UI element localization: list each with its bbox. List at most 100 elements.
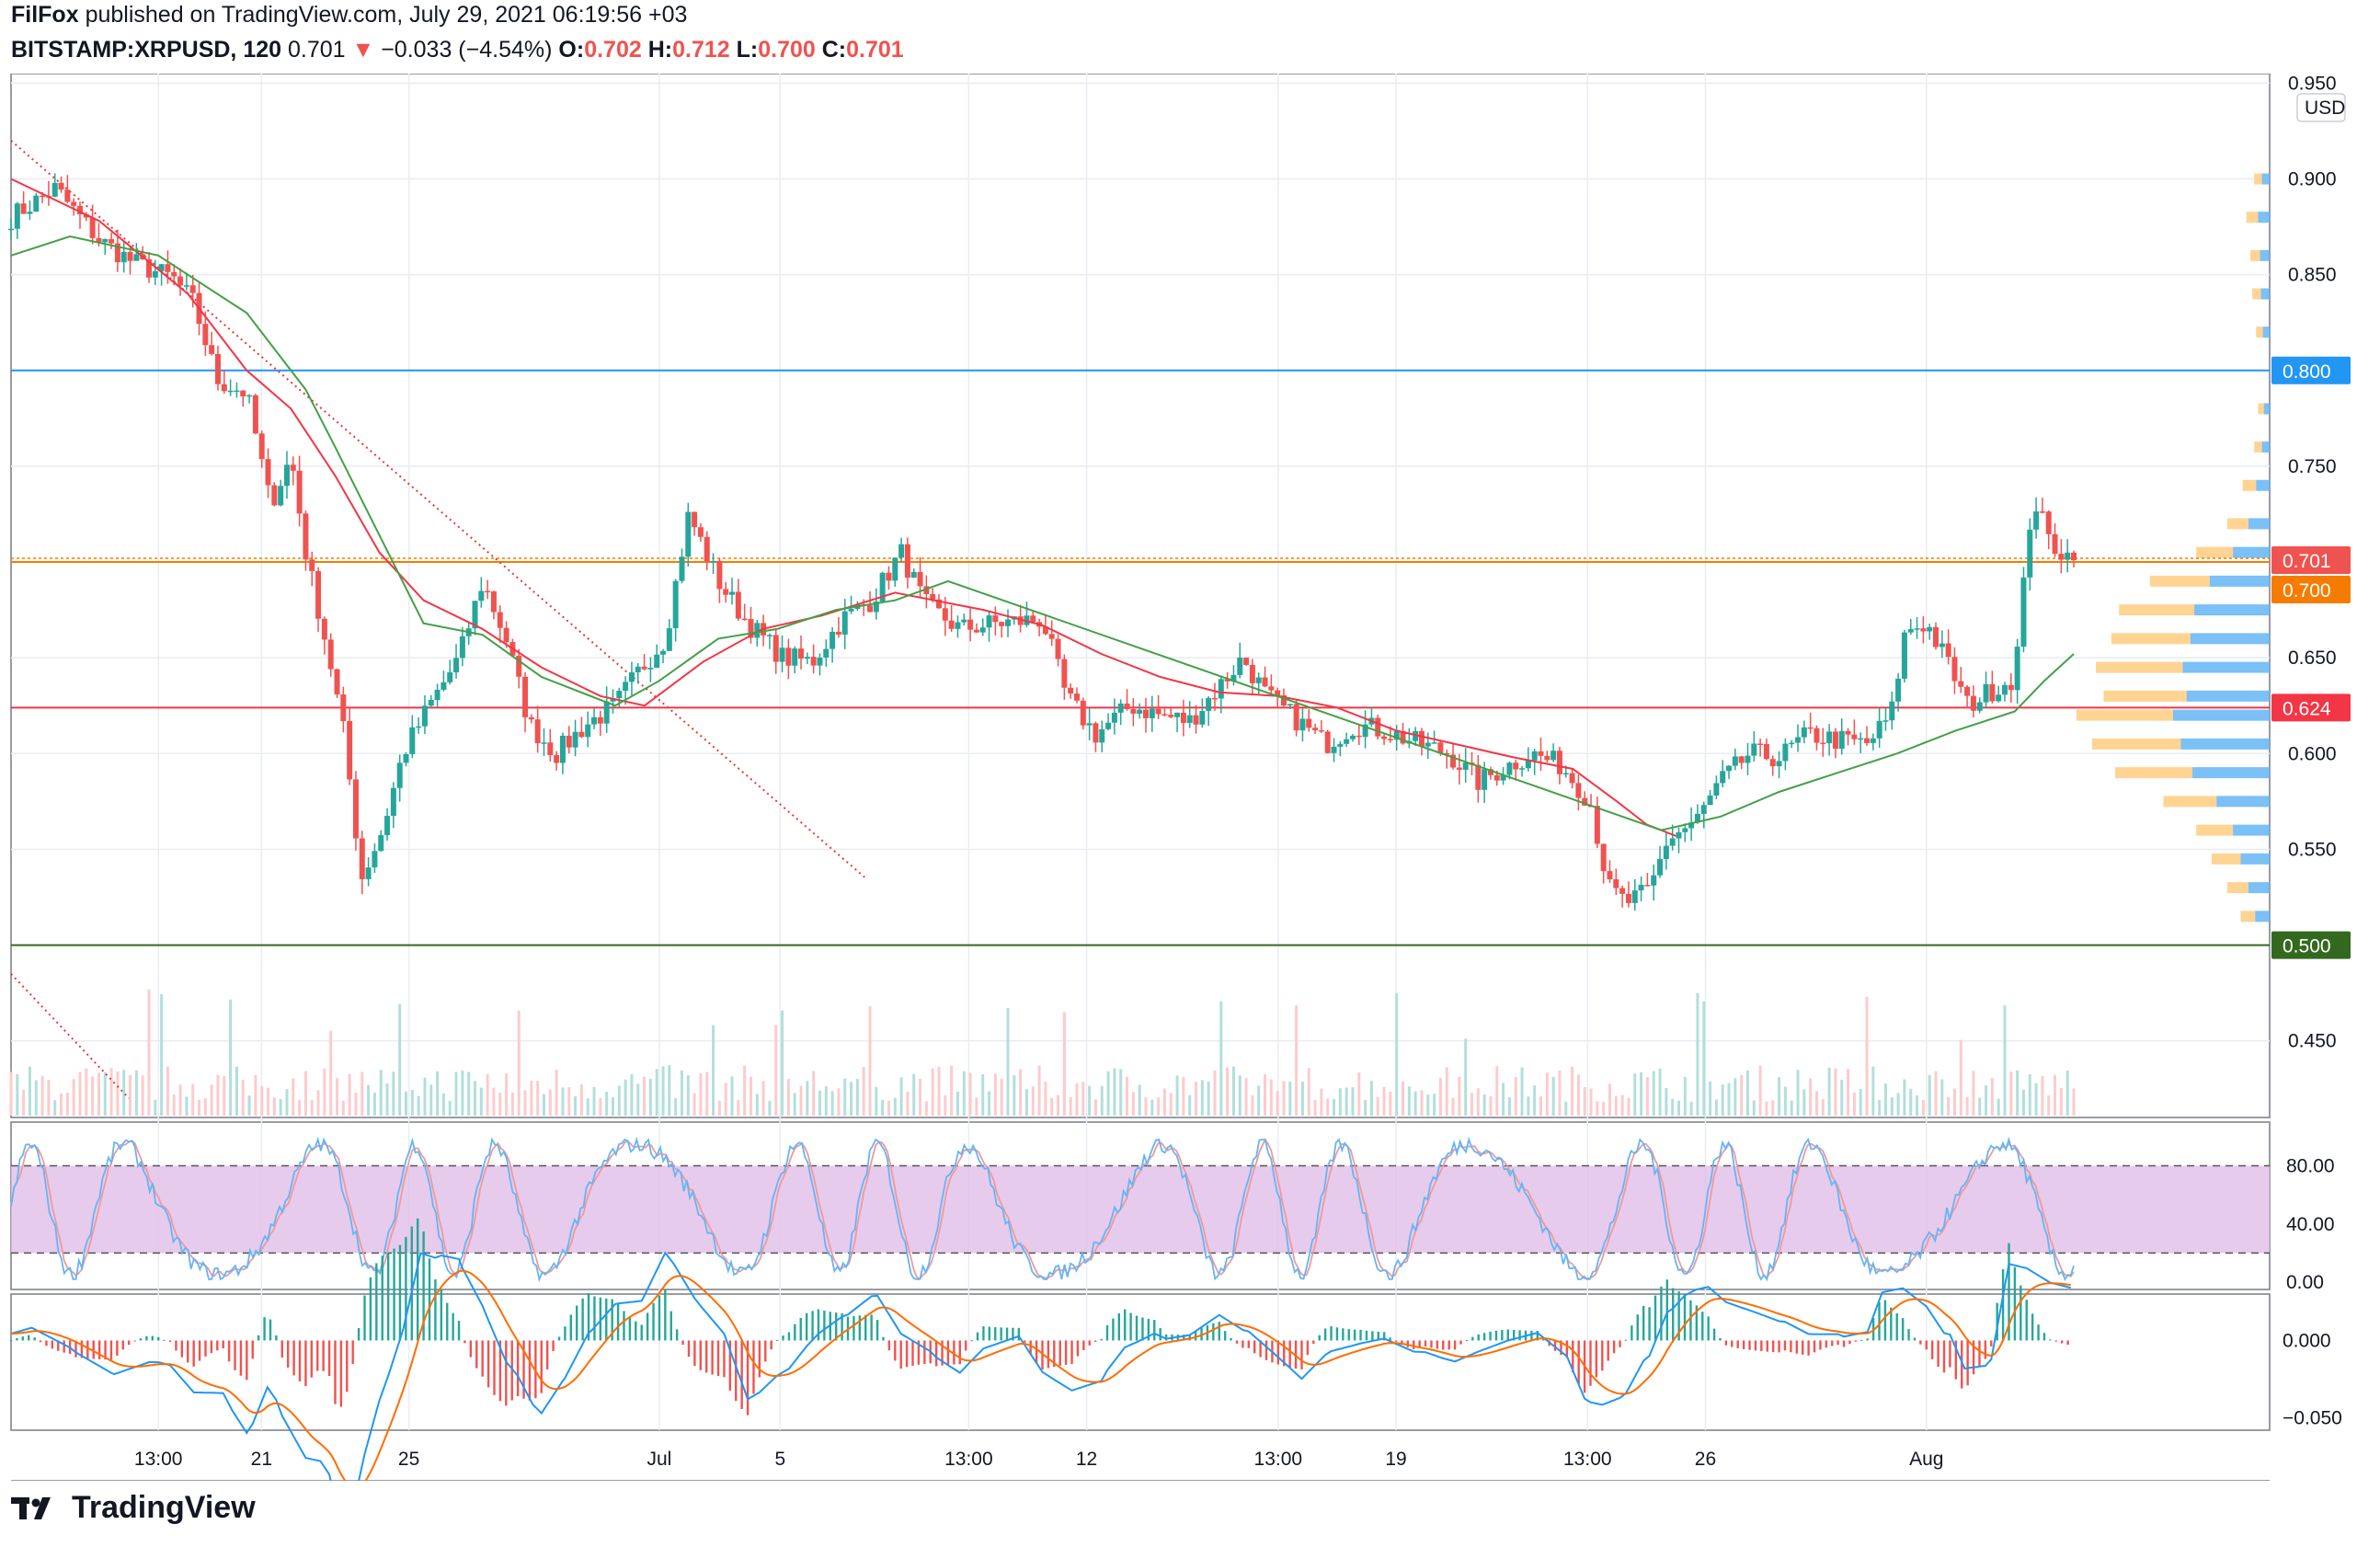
volume-bar [686, 1075, 690, 1116]
volume-bar [843, 1078, 847, 1116]
volume-bar [2009, 1071, 2013, 1116]
volume-bar [441, 1093, 445, 1116]
macd-histogram-bar [1631, 1325, 1633, 1341]
macd-histogram-bar [516, 1340, 520, 1397]
candle-body [1745, 755, 1751, 763]
volume-bar [1138, 1084, 1141, 1116]
macd-histogram-bar [1813, 1340, 1816, 1353]
candle-body [321, 618, 327, 640]
candle-body [1700, 805, 1707, 814]
candle-body [704, 536, 710, 562]
candle-body [1413, 730, 1419, 741]
macd-histogram-bar [310, 1340, 314, 1378]
candle-body [1506, 762, 1513, 775]
volume-bar [1714, 1099, 1718, 1116]
high-value: 0.712 [672, 37, 730, 63]
macd-histogram-bar [693, 1340, 696, 1367]
candle-body [1513, 762, 1519, 770]
volume-bar [492, 1087, 496, 1116]
candle-body [8, 228, 14, 231]
time-tick-label: 13:00 [1254, 1449, 1303, 1470]
macd-histogram-bar [1783, 1340, 1787, 1351]
volume-bar [1019, 1069, 1023, 1116]
volume-bar [2003, 1005, 2007, 1116]
macd-histogram-bar [1330, 1325, 1333, 1341]
candle-body [1983, 683, 1989, 703]
macd-histogram-bar [234, 1340, 236, 1370]
symbol-name[interactable]: BITSTAMP:XRPUSD, 120 [11, 37, 282, 63]
candle-body [1431, 742, 1437, 744]
candle-body [986, 615, 992, 628]
macd-histogram-bar [1100, 1338, 1103, 1341]
candle-body [71, 201, 77, 206]
macd-histogram-bar [1942, 1340, 1946, 1373]
macd-histogram-bar [1913, 1337, 1917, 1341]
price-axis[interactable]: 0.950 0.900 0.850 0.800 0.750 0.700 0.650 0.600… [2271, 74, 2351, 1429]
macd-histogram-bar [398, 1244, 402, 1341]
candle-body [672, 580, 679, 629]
candle-body [1858, 738, 1864, 740]
macd-histogram-bar [86, 1340, 89, 1359]
candle-body [1882, 720, 1889, 722]
volume-bar [505, 1073, 509, 1116]
candle-body [1180, 712, 1186, 724]
macd-histogram-bar [1695, 1305, 1699, 1341]
time-tick-label: Jul [647, 1449, 672, 1470]
macd-histogram-bar [1802, 1340, 1804, 1355]
macd-histogram-bar [1294, 1340, 1298, 1369]
chart-area[interactable]: 0.950 0.900 0.850 0.800 0.750 0.700 0.650 0.600… [0, 74, 2380, 1481]
volume-bar [1131, 1091, 1135, 1116]
candle-body [409, 727, 416, 754]
price-tick-label: 0.750 [2288, 456, 2337, 477]
volume-bar [912, 1073, 916, 1116]
time-axis[interactable]: 13:00 21 25 Jul 5 13:00 12 13:00 19 13:00 26 Aug [134, 1449, 1944, 1470]
volume-bar [141, 1075, 144, 1116]
macd-histogram-bar [28, 1335, 30, 1341]
candle-body [685, 511, 692, 557]
candle-body [1042, 626, 1048, 635]
time-tick-label: 12 [1076, 1449, 1097, 1470]
macd-histogram-bar [1323, 1328, 1327, 1341]
price-pill-label: 0.700 [2283, 580, 2331, 602]
macd-histogram-bar [2013, 1266, 2017, 1341]
candle-body [1450, 754, 1457, 768]
volume-bar [806, 1081, 809, 1116]
macd-histogram-bar [1978, 1340, 1981, 1366]
candle-body [616, 691, 623, 699]
candle-body [265, 459, 271, 486]
macd-histogram-bar [1465, 1340, 1469, 1342]
volume-bar [944, 1094, 947, 1116]
macd-histogram-bar [1276, 1340, 1280, 1365]
tradingview-logo[interactable]: TradingView [11, 1490, 256, 1526]
volume-bar [968, 1072, 972, 1116]
publisher-name[interactable]: FilFox [11, 2, 79, 28]
moving-average-green [10, 235, 2075, 831]
candle-body [1444, 752, 1450, 755]
macd-histogram-bar [1996, 1302, 1998, 1341]
candle-body [886, 572, 892, 581]
volume-bar [160, 993, 164, 1116]
macd-histogram-bar [911, 1340, 914, 1366]
volume-bar [1188, 1094, 1192, 1116]
macd-histogram-bar [1259, 1340, 1262, 1358]
macd-histogram-bar [628, 1316, 632, 1341]
candle-body [572, 731, 578, 748]
volume-bar [899, 1077, 903, 1116]
candle-body [1651, 875, 1657, 886]
candle-body [2002, 684, 2008, 695]
macd-histogram-bar [758, 1340, 761, 1378]
volume-bar [1470, 1093, 1474, 1116]
volume-bar [16, 1073, 19, 1116]
volume-bar [730, 1076, 734, 1116]
candle-body [1996, 694, 2002, 702]
candle-body [109, 238, 115, 244]
macd-histogram-bar [1371, 1331, 1374, 1341]
candle-body [1720, 771, 1726, 784]
macd-histogram-bar [1058, 1340, 1061, 1366]
profile-bar-down [2248, 518, 2270, 530]
macd-histogram-bar [1819, 1340, 1822, 1350]
macd-histogram-bar [669, 1311, 672, 1341]
profile-bar-up [2258, 403, 2264, 415]
macd-histogram-bar [92, 1340, 95, 1359]
volume-bar [1627, 1097, 1631, 1116]
